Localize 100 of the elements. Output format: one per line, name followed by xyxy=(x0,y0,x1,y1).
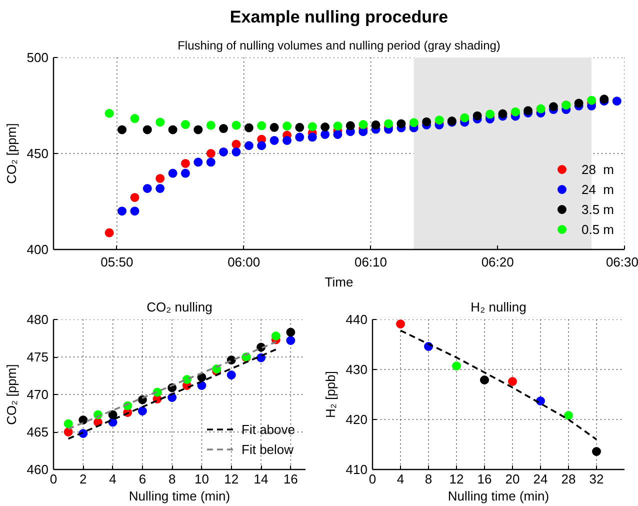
y-tick-label: 430 xyxy=(346,362,368,377)
point xyxy=(244,123,254,132)
point xyxy=(180,120,190,129)
point xyxy=(508,377,517,386)
x-tick-label: 8 xyxy=(424,472,432,486)
point xyxy=(295,132,304,142)
legend-label: Fit below xyxy=(242,442,294,456)
y-tick-label: 410 xyxy=(346,462,368,477)
x-tick-label: 10 xyxy=(194,472,209,486)
x-tick-label: 06:20 xyxy=(481,254,514,270)
point xyxy=(270,136,279,145)
y-tick-label: 420 xyxy=(346,412,368,427)
point xyxy=(286,336,296,345)
point xyxy=(271,332,280,340)
point xyxy=(64,428,73,436)
point xyxy=(270,122,279,132)
chart-subtitle: Flushing of nulling volumes and nulling period (gray shading) xyxy=(178,38,500,52)
x-tick-label: 12 xyxy=(224,472,239,486)
point xyxy=(396,320,405,328)
x-axis-title: Time xyxy=(324,274,354,290)
point xyxy=(498,109,508,118)
x-tick-label: 06:30 xyxy=(606,254,638,270)
point xyxy=(130,206,140,216)
x-tick-label: 16 xyxy=(283,472,298,486)
y-tick-label: 470 xyxy=(26,387,49,402)
point xyxy=(232,140,241,149)
point xyxy=(282,136,292,145)
point xyxy=(524,106,533,116)
point xyxy=(564,411,573,420)
point xyxy=(156,118,165,127)
point xyxy=(104,228,114,238)
point xyxy=(226,370,236,380)
point xyxy=(108,410,118,420)
point xyxy=(612,96,622,106)
point xyxy=(346,121,355,130)
point xyxy=(308,132,317,142)
point xyxy=(320,130,330,139)
point xyxy=(587,96,596,105)
point xyxy=(244,141,254,150)
y-tick-label: 400 xyxy=(26,242,49,257)
x-tick-label: 2 xyxy=(80,472,87,486)
point xyxy=(480,376,489,384)
point xyxy=(396,119,406,128)
chart-title: H₂ nulling xyxy=(470,300,526,314)
point xyxy=(282,122,292,131)
legend-label: Fit above xyxy=(242,422,295,436)
point xyxy=(78,416,88,424)
point xyxy=(156,184,165,193)
x-tick-label: 0 xyxy=(368,472,376,486)
point xyxy=(156,174,165,183)
point xyxy=(257,141,266,150)
point xyxy=(180,168,190,178)
point xyxy=(574,98,584,108)
point xyxy=(219,124,228,134)
x-tick-label: 0 xyxy=(50,472,58,486)
point xyxy=(548,102,558,112)
point xyxy=(118,206,127,216)
x-axis-title: Nulling time (min) xyxy=(128,488,230,504)
point xyxy=(104,108,114,118)
point xyxy=(142,125,152,134)
y-axis-title: CO₂ [ppm] xyxy=(4,123,19,184)
point xyxy=(257,121,266,130)
legend-label: 0.5 m xyxy=(581,222,614,236)
point xyxy=(358,120,368,129)
y-tick-label: 460 xyxy=(26,462,49,477)
point xyxy=(384,119,393,128)
x-tick-label: 20 xyxy=(505,472,520,486)
y-tick-label: 475 xyxy=(26,350,49,364)
x-tick-label: 24 xyxy=(533,472,548,486)
chart-title: CO₂ nulling xyxy=(146,300,212,314)
x-tick-label: 05:50 xyxy=(100,254,134,270)
point xyxy=(142,184,152,193)
point xyxy=(536,396,545,406)
x-axis-title: Nulling time (min) xyxy=(448,488,550,504)
y-tick-label: 500 xyxy=(26,50,49,65)
point xyxy=(592,447,601,456)
point xyxy=(371,120,380,130)
point xyxy=(434,116,444,125)
y-tick-label: 450 xyxy=(26,146,49,161)
point xyxy=(64,419,73,428)
x-tick-label: 16 xyxy=(477,472,492,486)
point xyxy=(194,125,203,134)
x-tick-label: 28 xyxy=(561,472,576,486)
point xyxy=(168,168,178,178)
point xyxy=(118,125,127,134)
point xyxy=(180,158,190,168)
point xyxy=(232,147,241,156)
point xyxy=(308,122,317,132)
x-tick-label: 14 xyxy=(254,472,268,486)
x-tick-label: 6 xyxy=(138,472,146,486)
point xyxy=(206,120,216,130)
x-tick-label: 06:00 xyxy=(228,254,260,270)
x-tick-label: 32 xyxy=(589,472,604,486)
point xyxy=(232,120,241,130)
legend-label: 24 m xyxy=(581,182,614,196)
y-axis-title: H₂ [ppb] xyxy=(322,371,338,418)
point xyxy=(472,111,482,120)
point xyxy=(286,328,296,337)
x-tick-label: 12 xyxy=(449,472,464,486)
point xyxy=(320,122,330,132)
